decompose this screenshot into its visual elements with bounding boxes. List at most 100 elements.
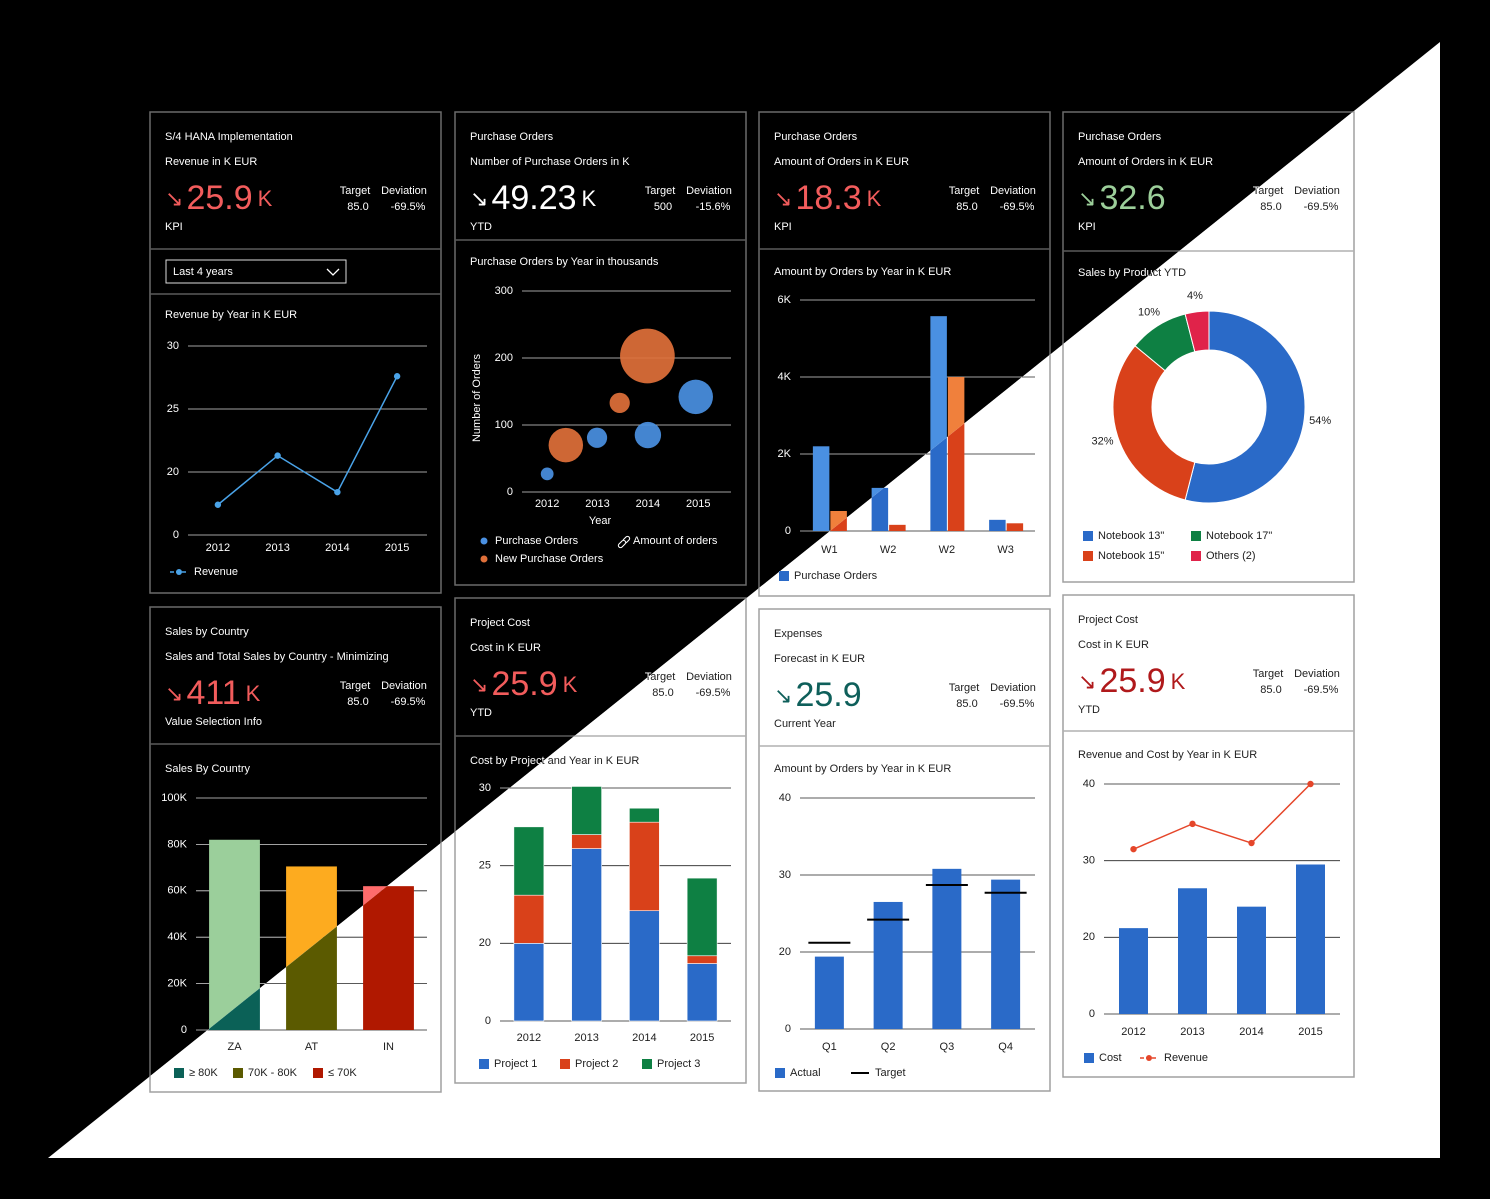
x-tick-label: 2013 xyxy=(574,1032,598,1044)
x-tick-label: 2015 xyxy=(1298,1026,1322,1038)
x-tick-label: 2013 xyxy=(585,498,609,510)
bar-segment xyxy=(686,955,718,964)
y-tick-label: 6K xyxy=(778,294,792,306)
kpi-label: Current Year xyxy=(774,718,836,730)
point xyxy=(1189,820,1196,828)
deviation-value: -69.5% xyxy=(696,687,731,699)
point xyxy=(1307,780,1314,788)
legend-label: Project 2 xyxy=(575,1058,618,1070)
x-tick-label: 2015 xyxy=(690,1032,714,1044)
bar xyxy=(1237,906,1266,1014)
data-label: 10% xyxy=(1138,306,1160,318)
data-label: 54% xyxy=(1309,415,1331,427)
y-tick-label: 200 xyxy=(495,352,513,364)
bar xyxy=(1178,888,1207,1014)
point xyxy=(1248,839,1255,847)
y-tick-label: 80K xyxy=(167,838,187,850)
chart-title: Revenue by Year in K EUR xyxy=(165,309,297,321)
kpi-label: Value Selection Info xyxy=(165,716,262,728)
x-tick-label: Q1 xyxy=(822,1041,837,1053)
kpi-arrow: ↘ xyxy=(774,683,792,708)
deviation-value: -15.6% xyxy=(696,201,731,213)
legend-swatch xyxy=(176,569,182,575)
kpi-unit: K xyxy=(563,672,578,697)
x-tick-label: 2012 xyxy=(1121,1026,1145,1038)
deviation-label: Deviation xyxy=(990,185,1036,197)
card-subtitle: Sales and Total Sales by Country - Minim… xyxy=(165,651,389,663)
dropdown-value: Last 4 years xyxy=(173,266,233,278)
legend-label: Purchase Orders xyxy=(495,535,579,547)
legend-label: 70K - 80K xyxy=(248,1067,298,1079)
card-title: Purchase Orders xyxy=(774,131,858,143)
deviation-value: -69.5% xyxy=(391,696,426,708)
card-subtitle: Cost in K EUR xyxy=(1078,639,1149,651)
dropdown-chevron xyxy=(326,268,340,276)
deviation-label: Deviation xyxy=(381,185,427,197)
legend-swatch xyxy=(1146,1055,1152,1061)
bubble xyxy=(540,467,554,481)
y-tick-label: 0 xyxy=(1089,1008,1095,1020)
kpi-value: 25.9 xyxy=(1099,662,1165,700)
card-subtitle: Amount of Orders in K EUR xyxy=(774,156,909,168)
size-icon xyxy=(617,535,631,549)
y-tick-label: 300 xyxy=(495,285,513,297)
legend-swatch xyxy=(313,1068,323,1078)
x-tick-label: 2015 xyxy=(686,498,710,510)
legend-label: Target xyxy=(875,1067,906,1079)
x-tick-label: 2012 xyxy=(206,542,230,554)
kpi-value: 49.23 xyxy=(491,179,576,217)
x-tick-label: Q4 xyxy=(998,1041,1013,1053)
donut-slice xyxy=(1184,310,1210,353)
legend-swatch xyxy=(1084,1053,1094,1063)
bubble xyxy=(620,328,675,384)
bar xyxy=(932,868,962,1029)
card-title: Expenses xyxy=(774,628,823,640)
y-tick-label: 20K xyxy=(167,978,187,990)
y-tick-label: 100K xyxy=(161,792,187,804)
deviation-value: -69.5% xyxy=(1304,201,1339,213)
y-tick-label: 20 xyxy=(167,466,179,478)
bar xyxy=(889,524,906,531)
card-title: Project Cost xyxy=(470,617,530,629)
bar xyxy=(873,901,903,1029)
kpi-arrow: ↘ xyxy=(165,681,183,706)
legend-swatch xyxy=(479,1059,489,1069)
card-subtitle: Cost in K EUR xyxy=(470,642,541,654)
dropdown[interactable] xyxy=(165,259,347,284)
y-tick-label: 30 xyxy=(779,869,791,881)
legend-label: ≤ 70K xyxy=(328,1067,357,1079)
y-tick-label: 0 xyxy=(181,1024,187,1036)
point xyxy=(334,488,341,496)
kpi-value: 25.9 xyxy=(186,179,252,217)
kpi-unit: K xyxy=(1171,669,1186,694)
bar-segment xyxy=(629,807,660,823)
legend-label: Others (2) xyxy=(1206,550,1256,562)
deviation-label: Deviation xyxy=(1294,185,1340,197)
bar-segment xyxy=(629,821,660,912)
x-tick-label: 2012 xyxy=(535,498,559,510)
kpi-unit: K xyxy=(258,186,273,211)
kpi-label: YTD xyxy=(1078,704,1100,716)
legend-swatch xyxy=(1083,551,1093,561)
legend-label: Notebook 13" xyxy=(1098,530,1164,542)
y-tick-label: 20 xyxy=(479,937,491,949)
card-subtitle: Forecast in K EUR xyxy=(774,653,865,665)
deviation-label: Deviation xyxy=(381,680,427,692)
kpi-label: YTD xyxy=(470,707,492,719)
deviation-value: -69.5% xyxy=(1000,201,1035,213)
bar-segment xyxy=(571,786,602,835)
x-tick-label: 2015 xyxy=(385,542,409,554)
kpi-arrow: ↘ xyxy=(774,186,792,211)
bar-segment xyxy=(686,963,718,1022)
kpi-value: 25.9 xyxy=(795,676,861,714)
card-subtitle: Amount of Orders in K EUR xyxy=(1078,156,1213,168)
y-tick-label: 100 xyxy=(495,419,513,431)
x-tick-label: 2014 xyxy=(1239,1026,1263,1038)
x-tick-label: 2012 xyxy=(517,1032,541,1044)
deviation-label: Deviation xyxy=(1294,668,1340,680)
x-tick-label: Q2 xyxy=(881,1041,896,1053)
y-tick-label: 25 xyxy=(167,403,179,415)
